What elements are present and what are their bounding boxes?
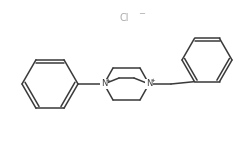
Text: N: N: [101, 80, 107, 89]
Text: −: −: [138, 9, 145, 18]
Text: +: +: [105, 78, 110, 83]
Text: N: N: [146, 80, 152, 89]
Text: +: +: [150, 78, 155, 83]
Text: Cl: Cl: [120, 13, 130, 23]
